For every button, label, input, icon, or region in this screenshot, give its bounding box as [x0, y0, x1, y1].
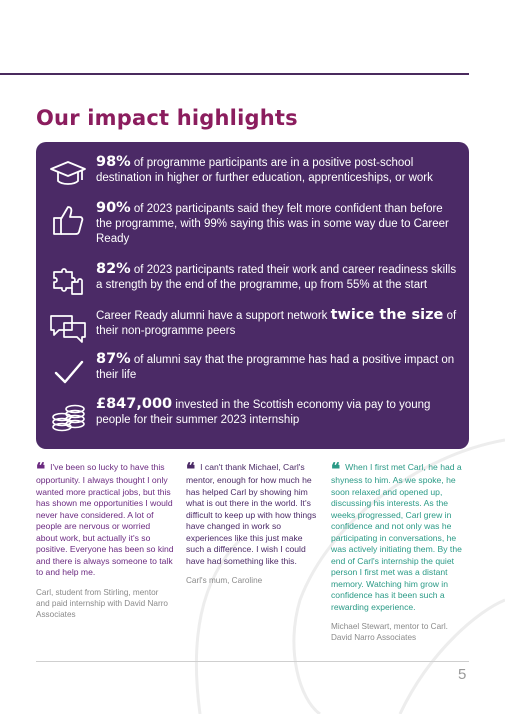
- quote-body: When I first met Carl, he had a shyness …: [331, 462, 462, 612]
- testimonial-mentor: ❝ When I first met Carl, he had a shyness…: [331, 462, 469, 643]
- stat-highlight: 98%: [96, 154, 131, 170]
- stat-description: of 2023 participants said they felt more…: [96, 203, 449, 245]
- bottom-divider: [36, 661, 469, 662]
- testimonial-parent: ❝ I can't thank Michael, Carl's mentor, e…: [186, 462, 322, 586]
- stat-description: invested in the Scottish economy via pay…: [96, 399, 431, 426]
- stat-description: of their non-programme peers: [96, 310, 457, 337]
- stat-highlight: twice the size: [330, 307, 444, 323]
- stat-description: of alumni say that the programme has had…: [96, 354, 455, 381]
- quote-attribution: Carl, student from Stirling, mentor and …: [36, 587, 168, 619]
- stat-highlight: 87%: [96, 351, 131, 367]
- page-title: Our impact highlights: [36, 106, 298, 130]
- quote-text: ❝ I've been so lucky to have this opportu…: [36, 462, 174, 579]
- stat-text: 90% of 2023 participants said they felt …: [96, 201, 458, 247]
- quote-mark-icon: ❝: [36, 460, 46, 480]
- quote-text: ❝ When I first met Carl, he had a shyness…: [331, 462, 469, 613]
- top-divider: [0, 73, 469, 75]
- quote-mark-icon: ❝: [186, 460, 196, 480]
- checkmark-icon: [54, 360, 84, 384]
- impact-panel: 98% of programme participants are in a p…: [36, 142, 469, 449]
- graduation-cap-icon: [50, 161, 86, 185]
- stat-text: Career Ready alumni have a support netwo…: [96, 308, 458, 339]
- stat-text: 82% of 2023 participants rated their wor…: [96, 262, 458, 293]
- stat-description: Career Ready alumni have a support netwo…: [96, 310, 331, 322]
- puzzle-icon: [53, 268, 83, 295]
- page-number: 5: [458, 666, 467, 683]
- stat-text: 87% of alumni say that the programme has…: [96, 352, 458, 383]
- quote-body: I can't thank Michael, Carl's mentor, en…: [186, 462, 317, 566]
- quote-body: I've been so lucky to have this opportun…: [36, 462, 174, 577]
- quote-attribution: Carl's mum, Caroline: [186, 576, 263, 585]
- quote-text: ❝ I can't thank Michael, Carl's mentor, e…: [186, 462, 322, 567]
- stat-highlight: 90%: [96, 200, 131, 216]
- coins-icon: [52, 404, 85, 432]
- stat-text: 98% of programme participants are in a p…: [96, 155, 458, 186]
- stat-description: of programme participants are in a posit…: [96, 157, 433, 184]
- stat-text: £847,000 invested in the Scottish econom…: [96, 397, 458, 428]
- thumbs-up-icon: [53, 206, 84, 235]
- chat-bubbles-icon: [50, 315, 86, 343]
- stat-description: of 2023 participants rated their work an…: [96, 264, 457, 291]
- quote-attribution: Michael Stewart, mentor to Carl. David N…: [331, 622, 448, 642]
- stat-highlight: £847,000: [96, 396, 173, 412]
- quote-mark-icon: ❝: [331, 460, 341, 480]
- stat-highlight: 82%: [96, 261, 131, 277]
- testimonial-student: ❝ I've been so lucky to have this opportu…: [36, 462, 174, 620]
